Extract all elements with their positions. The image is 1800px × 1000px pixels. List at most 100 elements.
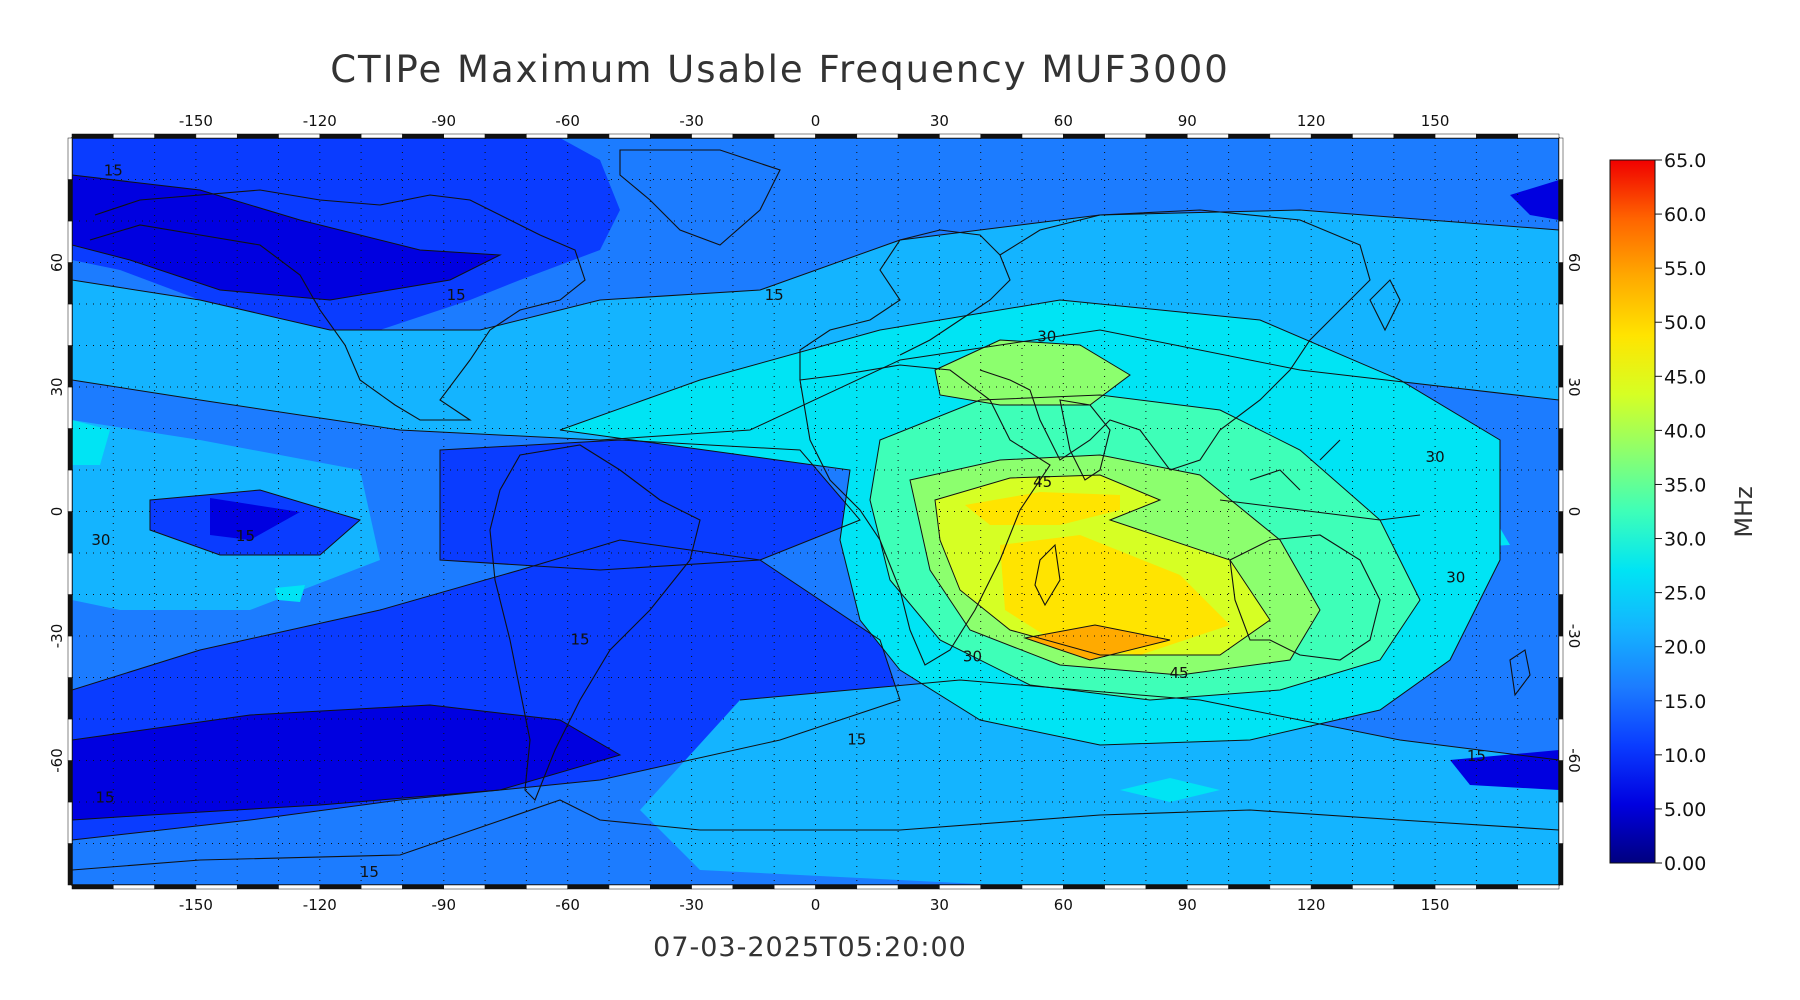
frame-segment: [1517, 884, 1560, 890]
colorbar-tick-label: 55.0: [1664, 258, 1706, 280]
colorbar-tick-label: 30.0: [1664, 529, 1706, 551]
frame-segment: [1558, 718, 1564, 761]
frame-segment: [1310, 133, 1353, 139]
frame-segment: [773, 133, 816, 139]
frame-segment: [1393, 133, 1436, 139]
coastline-australia: [1229, 534, 1381, 661]
frame-segment: [67, 386, 73, 429]
lon-tick-label-bottom: 90: [1178, 896, 1197, 914]
frame-segment: [856, 884, 899, 890]
frame-segment: [526, 884, 568, 890]
frame-segment: [1558, 552, 1564, 595]
contour-label: 30: [1446, 568, 1465, 586]
coastline-japan: [1369, 279, 1401, 332]
colorbar-unit-label: MHz: [1730, 486, 1758, 537]
frame-segment: [1021, 133, 1064, 139]
frame-segment: [1558, 303, 1564, 346]
contour-label: 30: [1426, 448, 1445, 466]
frame-segment: [1269, 133, 1312, 139]
colorbar-ticks: 0.00 5.00 10.0 15.0 20.0 25.0 30.0 35.0 40.0 45.0…: [1655, 150, 1706, 875]
colorbar-tick-label: 45.0: [1664, 366, 1706, 388]
coastline-africa: [799, 364, 1051, 666]
frame-segment: [67, 220, 73, 263]
yellow-region-indian: [965, 492, 1230, 655]
frame-segment: [1517, 133, 1560, 139]
map-area: 15 15 15 30 30 15 30 45 30 45 30 15 15 15 15 15: [72, 138, 1559, 885]
lon-tick-label-top: 30: [930, 112, 949, 130]
coastline-asia: [979, 209, 1371, 471]
frame-segment: [691, 884, 734, 890]
timestamp-label: 07-03-2025T05:20:00: [653, 932, 967, 963]
frame-segment: [443, 884, 486, 890]
frame-segment: [1558, 179, 1564, 222]
frame-segment: [67, 345, 73, 388]
frame-segment: [567, 884, 610, 890]
frame-segment: [1558, 220, 1564, 263]
lat-tick-label-left: -60: [48, 748, 66, 773]
coastline-europe: [799, 229, 1011, 380]
lon-tick-label-top: -120: [303, 112, 337, 130]
frame-segment: [980, 884, 1023, 890]
contour-label: 30: [963, 647, 982, 665]
mid-muf-band-north: [72, 210, 1559, 440]
frame-segment: [1558, 386, 1564, 429]
lon-tick-label-top: -150: [179, 112, 213, 130]
frame-segment: [773, 884, 816, 890]
frame-segment: [67, 594, 73, 637]
colorbar-tick-label: 15.0: [1664, 691, 1706, 713]
contour-label: 15: [847, 730, 866, 748]
frame-segment: [732, 884, 775, 890]
frame-segment: [67, 677, 73, 720]
contour-label: 15: [95, 788, 114, 806]
lon-tick-label-top: 120: [1297, 112, 1326, 130]
frame-segment: [691, 133, 734, 139]
frame-segment: [67, 843, 73, 886]
colorbar: 0.00 5.00 10.0 15.0 20.0 25.0 30.0 35.0 40.0 45.0…: [1609, 150, 1758, 875]
frame-segment: [1558, 677, 1564, 720]
contour-label: 30: [1037, 328, 1056, 346]
lon-tick-label-bottom: 60: [1054, 896, 1073, 914]
frame-segment: [67, 179, 73, 222]
lon-tick-label-bottom: 30: [930, 896, 949, 914]
frame-segment: [67, 469, 73, 512]
frame-segment: [67, 552, 73, 595]
contour-label: 15: [360, 863, 379, 881]
frame-segment: [1476, 884, 1518, 890]
frame-segment: [567, 133, 610, 139]
lon-tick-label-bottom: -150: [179, 896, 213, 914]
frame-segment: [1269, 884, 1312, 890]
cyan-patch-east-pacific: [72, 420, 110, 465]
low-pocket-northwest: [1510, 180, 1559, 220]
colorbar-tick-label: 10.0: [1664, 745, 1706, 767]
lat-tick-label-right: -60: [1565, 748, 1583, 773]
frame-segment: [897, 884, 940, 890]
frame-segment: [1187, 133, 1229, 139]
frame-segment: [650, 884, 692, 890]
coastline-new-zealand: [1509, 649, 1531, 697]
frame-segment: [484, 133, 527, 139]
frame-segment: [67, 718, 73, 761]
chart-title: CTIPe Maximum Usable Frequency MUF3000: [330, 48, 1230, 91]
frame-segment: [195, 884, 238, 890]
frame-segment: [278, 133, 321, 139]
coastline-north-america: [89, 189, 586, 421]
frame-segment: [67, 511, 73, 554]
frame-segment: [1476, 133, 1518, 139]
frame-segment: [402, 133, 445, 139]
contour-label: 15: [447, 286, 466, 304]
coastlines: [72, 149, 1559, 871]
frame-segment: [1310, 884, 1353, 890]
frame-segment: [402, 884, 445, 890]
very-low-muf-region-north: [72, 175, 500, 300]
frame-segment: [154, 133, 197, 139]
peak-muf-region: [1025, 625, 1170, 660]
lon-tick-label-top: 60: [1054, 112, 1073, 130]
frame-segment: [67, 428, 73, 471]
lat-tick-label-left: 0: [48, 507, 66, 517]
lat-tick-label-right: 30: [1565, 377, 1583, 396]
contour-label: 15: [236, 527, 255, 545]
lat-tick-label-left: 30: [48, 377, 66, 396]
frame-segment: [1558, 594, 1564, 637]
frame-segment: [1145, 133, 1188, 139]
